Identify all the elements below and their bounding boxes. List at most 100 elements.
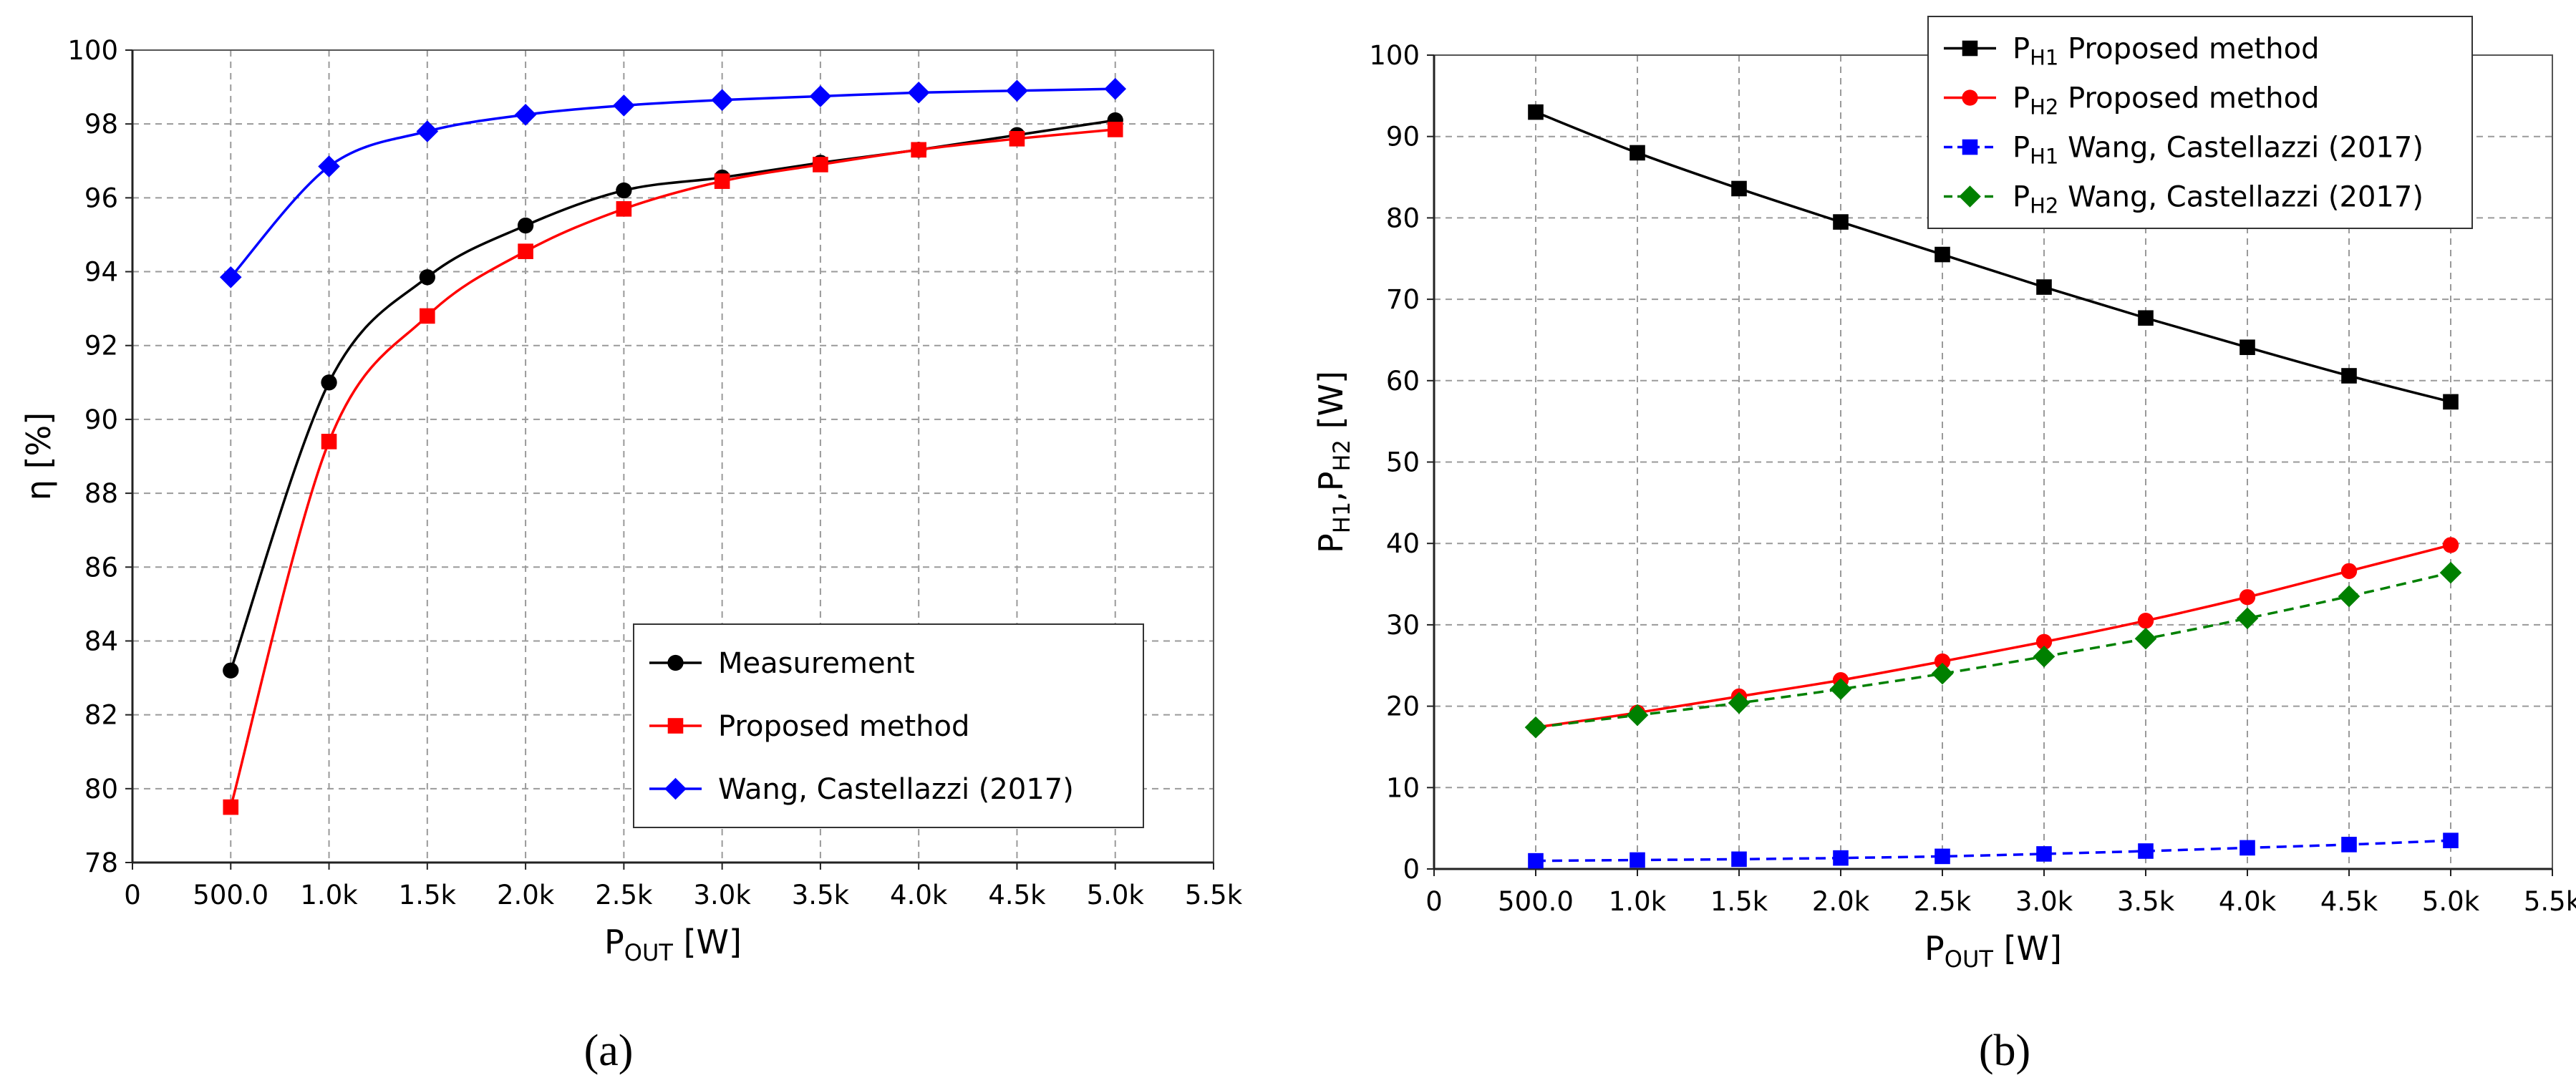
- legend-label-name: Measurement: [718, 647, 915, 680]
- data-point: [223, 662, 239, 679]
- legend-marker: [1962, 139, 1978, 155]
- x-tick-label: 2.0k: [497, 880, 555, 910]
- y-axis-label-sep: ,: [1312, 491, 1350, 502]
- legend-label: Wang, Castellazzi (2017): [718, 773, 1074, 806]
- y-tick-label: 90: [1386, 122, 1420, 152]
- data-point: [2340, 563, 2358, 580]
- legend-label: PH1 Wang, Castellazzi (2017): [2013, 132, 2424, 169]
- x-tick-label: 2.5k: [595, 880, 653, 910]
- data-point: [616, 201, 632, 217]
- x-axis-label-sub: OUT: [624, 939, 674, 966]
- legend-box: [633, 623, 1144, 828]
- y-tick-label: 80: [1386, 203, 1420, 233]
- data-point: [1009, 131, 1025, 147]
- data-point: [420, 308, 435, 324]
- legend-label: PH2 Wang, Castellazzi (2017): [2013, 181, 2424, 218]
- series-line: [1535, 110, 2451, 404]
- data-point: [2341, 368, 2357, 384]
- legend-label-name: Wang, Castellazzi (2017): [718, 773, 1074, 806]
- y-tick-label: 90: [84, 404, 118, 435]
- data-point: [2134, 627, 2157, 650]
- x-tick-label: 4.0k: [890, 880, 948, 910]
- legend-label-name: Wang, Castellazzi (2017): [2058, 132, 2424, 165]
- series-3: [1528, 832, 2459, 869]
- series-1: [1528, 104, 2459, 410]
- y-axis-label: η [%]: [19, 412, 58, 500]
- x-tick-label: 2.0k: [1812, 886, 1870, 917]
- data-point: [616, 182, 632, 199]
- x-tick-label: 500.0: [193, 880, 268, 910]
- legend-label-prefix: P: [2013, 181, 2030, 214]
- data-point: [1731, 851, 1747, 868]
- legend-box: [1927, 16, 2473, 229]
- legend-label-name: Proposed method: [2058, 33, 2319, 66]
- x-tick-label: 0: [1425, 886, 1443, 917]
- legend-label-sub: H2: [2030, 194, 2058, 218]
- x-axis-label-main: P: [604, 923, 624, 961]
- chart-caption: (b): [1979, 1026, 2030, 1075]
- y-tick-label: 100: [67, 35, 118, 66]
- x-axis-label-unit: [W]: [1993, 929, 2062, 968]
- x-tick-label: 500.0: [1498, 886, 1574, 917]
- y-tick-label: 88: [84, 478, 118, 509]
- series-line: [1535, 839, 2451, 863]
- x-tick-label: 3.5k: [2117, 886, 2175, 917]
- data-point: [2338, 585, 2360, 608]
- data-point: [1630, 852, 1645, 868]
- legend-label-prefix: P: [2013, 33, 2030, 66]
- legend-marker: [664, 777, 687, 800]
- y-tick-label: 60: [1386, 366, 1420, 397]
- x-tick-label: 1.0k: [1609, 886, 1667, 917]
- x-tick-label: 2.5k: [1914, 886, 1972, 917]
- data-point: [2239, 589, 2256, 606]
- data-point: [1728, 691, 1751, 714]
- y-axis-label-unit: [W]: [1312, 371, 1350, 439]
- series-group: [1524, 104, 2462, 869]
- x-tick-label: 5.0k: [1087, 880, 1145, 910]
- series-line: [1535, 571, 2451, 729]
- y-axis-label-p1: P: [1312, 533, 1350, 553]
- y-tick-label: 96: [84, 183, 118, 213]
- data-point: [2036, 279, 2052, 295]
- data-point: [613, 94, 635, 117]
- data-point: [1630, 145, 1645, 161]
- x-tick-label: 3.0k: [693, 880, 751, 910]
- data-point: [1935, 848, 1950, 865]
- data-point: [1829, 678, 1852, 701]
- data-point: [1833, 214, 1849, 230]
- legend-label-prefix: P: [2013, 82, 2030, 115]
- data-point: [2240, 840, 2255, 856]
- y-tick-label: 82: [84, 700, 118, 731]
- chart-a: 0 500.0 1.0k 1.5k 2.0k 2.5k 3.0k 3.5k 4.0k 4.5k 5.…: [19, 35, 1243, 1075]
- y-axis-label-s1: H1: [1328, 502, 1355, 533]
- data-point: [2138, 843, 2154, 859]
- legend-marker: [1959, 185, 1981, 208]
- y-tick-label: 86: [84, 552, 118, 583]
- legend-label: Proposed method: [718, 710, 969, 743]
- data-point: [1528, 104, 1544, 120]
- y-tick-label: 40: [1386, 528, 1420, 559]
- legend-label-name: Proposed method: [2058, 82, 2319, 115]
- x-tick-label: 5.5k: [1185, 880, 1243, 910]
- data-point: [517, 217, 534, 234]
- x-tick-label: 1.5k: [1710, 886, 1768, 917]
- legend-label-sub: H1: [2030, 46, 2058, 70]
- data-point: [2442, 537, 2459, 553]
- series-line: [229, 119, 1115, 671]
- chart-b: 0 500.0 1.0k 1.5k 2.0k 2.5k 3.0k 3.5k 4.0k 4.5k 5.…: [1312, 16, 2576, 1075]
- series-line: [229, 87, 1115, 278]
- series-group: [219, 77, 1127, 815]
- data-point: [318, 155, 340, 178]
- y-tick-label: 84: [84, 626, 118, 656]
- y-tick-label: 78: [84, 847, 118, 878]
- legend-label: PH1 Proposed method: [2013, 33, 2319, 70]
- data-point: [2036, 846, 2052, 862]
- x-tick-label: 3.5k: [792, 880, 850, 910]
- y-axis-label: PH1,PH2 [W]: [1312, 371, 1355, 553]
- tick-labels: 0 500.0 1.0k 1.5k 2.0k 2.5k 3.0k 3.5k 4.0k 4.5k 5.…: [1369, 40, 2576, 917]
- data-point: [714, 173, 730, 189]
- y-tick-label: 20: [1386, 691, 1420, 722]
- data-point: [711, 89, 733, 111]
- legend-label-prefix: P: [2013, 132, 2030, 165]
- data-point: [514, 103, 537, 126]
